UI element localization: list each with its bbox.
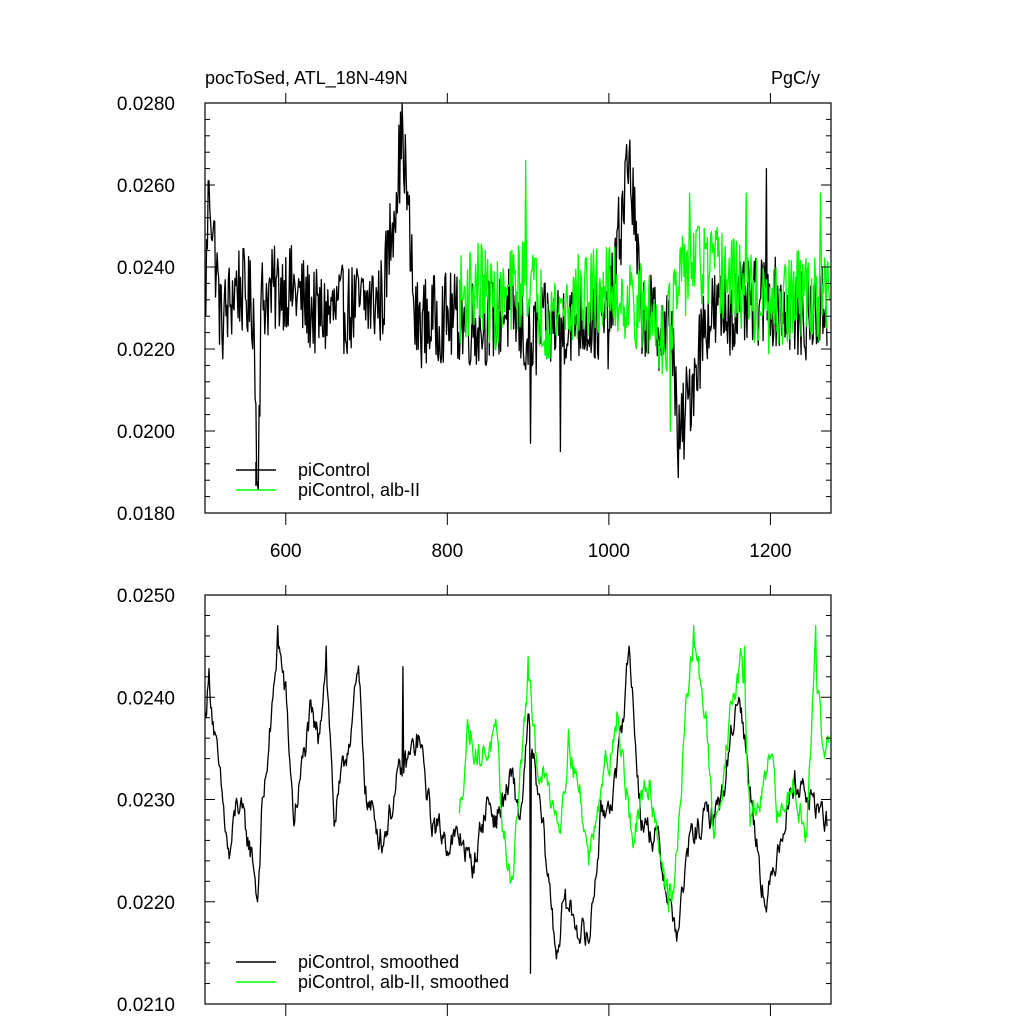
top-ytick-label: 0.0260 bbox=[117, 176, 175, 197]
bottom-series-picontrol-alb2 bbox=[458, 625, 830, 913]
legend-label-alb2-smoothed: piControl, alb-II, smoothed bbox=[298, 972, 509, 992]
top-ytick-label: 0.0220 bbox=[117, 340, 175, 361]
top-title: pocToSed, ATL_18N-49N bbox=[205, 68, 408, 89]
top-ytick-label: 0.0180 bbox=[117, 504, 175, 525]
bottom-ytick-label: 0.0240 bbox=[117, 688, 175, 709]
top-series-picontrol bbox=[204, 102, 828, 491]
bottom-ytick-label: 0.0210 bbox=[117, 995, 175, 1016]
top-ytick-label: 0.0240 bbox=[117, 258, 175, 279]
legend-label-picontrol-alb2: piControl, alb-II bbox=[298, 480, 420, 500]
top-frame bbox=[204, 102, 832, 514]
bottom-plot-area bbox=[204, 625, 830, 974]
legend-label-smoothed: piControl, smoothed bbox=[298, 952, 459, 972]
top-xtick-label: 1200 bbox=[749, 541, 791, 562]
top-units: PgC/y bbox=[771, 68, 820, 88]
bottom-panel: 0.0210 0.0220 0.0230 0.0240 0.0250 piControl… bbox=[117, 585, 832, 1016]
bottom-legend: piControl, smoothed piControl, alb-II, s… bbox=[236, 952, 509, 992]
top-legend: piControl piControl, alb-II bbox=[236, 460, 420, 500]
top-ytick-label: 0.0280 bbox=[117, 94, 175, 115]
top-plot-area bbox=[204, 102, 831, 491]
bottom-ytick-label: 0.0250 bbox=[117, 586, 175, 607]
bottom-ticks: 0.0210 0.0220 0.0230 0.0240 0.0250 bbox=[117, 585, 831, 1016]
top-xtick-label: 800 bbox=[431, 541, 463, 562]
top-panel: pocToSed, ATL_18N-49N PgC/y 0.0180 0.0200… bbox=[117, 68, 832, 562]
top-series-picontrol-alb2 bbox=[458, 159, 831, 432]
top-ticks: 0.0180 0.0200 0.0220 0.0240 0.0260 0.0280 600 8… bbox=[117, 93, 831, 562]
bottom-series-picontrol bbox=[204, 625, 828, 974]
bottom-ytick-label: 0.0230 bbox=[117, 791, 175, 812]
bottom-ytick-label: 0.0220 bbox=[117, 893, 175, 914]
top-xtick-label: 1000 bbox=[588, 541, 630, 562]
top-ytick-label: 0.0200 bbox=[117, 422, 175, 443]
legend-label-picontrol: piControl bbox=[298, 460, 370, 480]
top-xtick-label: 600 bbox=[270, 541, 302, 562]
